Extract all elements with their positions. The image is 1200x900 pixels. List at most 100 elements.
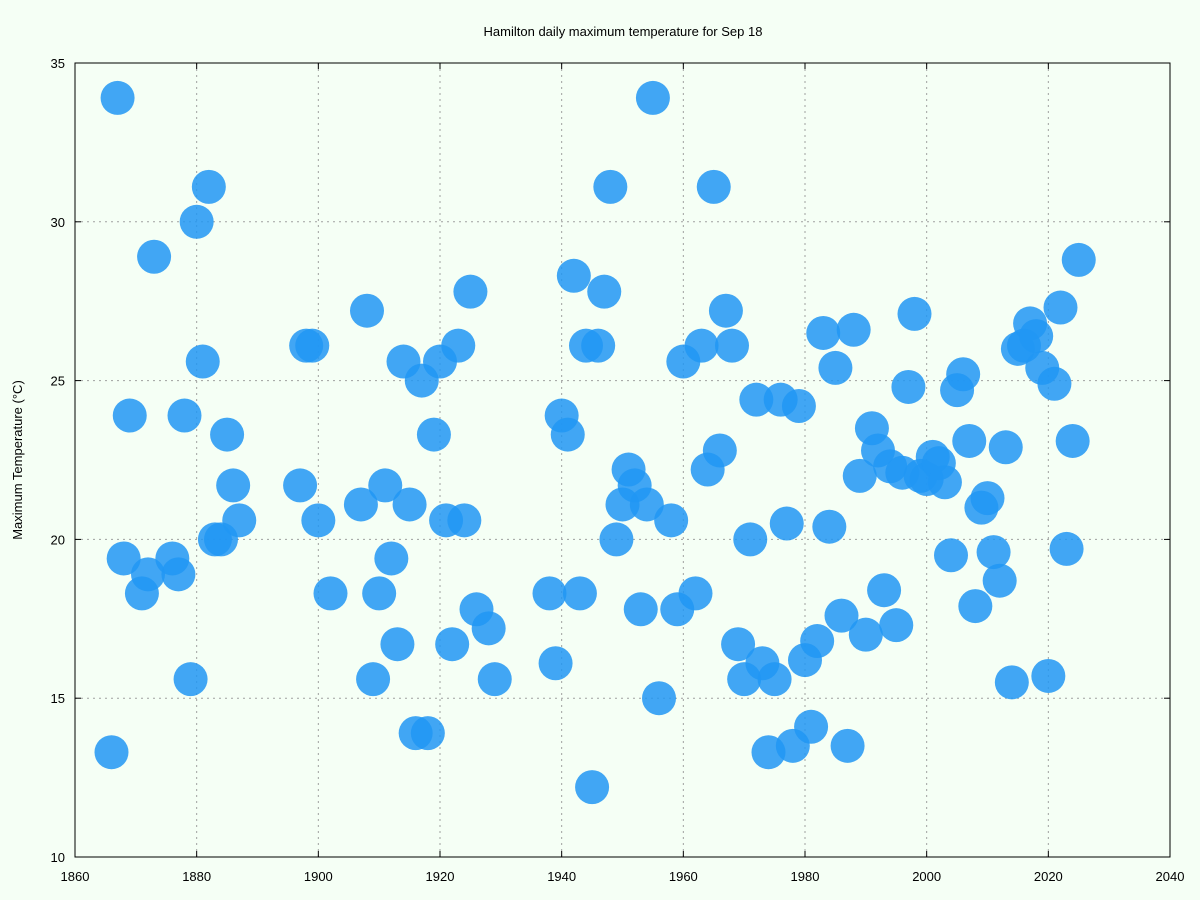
plot-frame bbox=[74, 62, 1171, 858]
data-point bbox=[684, 328, 719, 363]
data-point bbox=[131, 557, 165, 592]
data-point bbox=[629, 487, 664, 522]
data-point bbox=[982, 563, 1017, 598]
data-point bbox=[313, 576, 348, 611]
data-point bbox=[1055, 423, 1090, 458]
data-point bbox=[380, 627, 415, 662]
data-point bbox=[581, 328, 616, 363]
axis-ticks: 1860 1880 1900 1920 1940 1960 1980 2000 2020 2040… bbox=[51, 56, 1185, 884]
data-point bbox=[702, 433, 737, 468]
data-point bbox=[934, 538, 968, 573]
data-point bbox=[739, 382, 774, 417]
data-point bbox=[696, 169, 731, 204]
data-point bbox=[830, 728, 865, 763]
data-point bbox=[222, 503, 257, 538]
data-point bbox=[927, 465, 962, 500]
y-tick-label: 15 bbox=[51, 691, 65, 706]
data-point bbox=[781, 389, 816, 424]
y-axis-title: Maximum Temperature (°C) bbox=[10, 380, 25, 540]
data-point bbox=[471, 611, 506, 646]
data-point bbox=[806, 315, 841, 350]
y-tick-label: 10 bbox=[51, 850, 65, 865]
data-point bbox=[587, 274, 622, 309]
x-tick-label: 1900 bbox=[304, 869, 333, 884]
data-point bbox=[112, 398, 147, 433]
data-point bbox=[453, 274, 488, 309]
data-point bbox=[477, 662, 512, 697]
data-point bbox=[721, 627, 756, 662]
data-point bbox=[295, 328, 330, 363]
data-point bbox=[879, 608, 914, 643]
data-point bbox=[1043, 290, 1078, 325]
data-points bbox=[94, 80, 1096, 805]
grid-lines bbox=[75, 63, 1170, 857]
data-point bbox=[106, 541, 141, 576]
data-point bbox=[867, 573, 902, 608]
data-point bbox=[1031, 658, 1066, 693]
data-point bbox=[410, 716, 445, 751]
data-point bbox=[538, 646, 573, 681]
data-point bbox=[556, 258, 591, 293]
data-point bbox=[173, 662, 208, 697]
x-tick-label: 2040 bbox=[1156, 869, 1185, 884]
x-tick-label: 1880 bbox=[182, 869, 211, 884]
data-point bbox=[818, 350, 853, 385]
data-point bbox=[301, 503, 336, 538]
data-point bbox=[952, 423, 987, 458]
data-point bbox=[842, 458, 877, 493]
data-point bbox=[812, 509, 847, 544]
data-point bbox=[970, 481, 1005, 516]
data-point bbox=[678, 576, 713, 611]
data-point bbox=[599, 522, 634, 557]
x-tick-label: 1980 bbox=[791, 869, 820, 884]
data-point bbox=[167, 398, 202, 433]
data-point bbox=[976, 535, 1011, 570]
data-point bbox=[161, 557, 196, 592]
data-point bbox=[550, 417, 585, 452]
data-point bbox=[794, 709, 829, 744]
data-point bbox=[356, 662, 391, 697]
data-point bbox=[769, 506, 804, 541]
data-point bbox=[623, 592, 658, 627]
data-point bbox=[283, 468, 318, 503]
data-point bbox=[374, 541, 409, 576]
data-point bbox=[824, 598, 859, 633]
x-tick-label: 1960 bbox=[669, 869, 698, 884]
data-point bbox=[210, 417, 245, 452]
data-point bbox=[532, 576, 567, 611]
data-point bbox=[216, 468, 251, 503]
data-point bbox=[994, 665, 1029, 700]
data-point bbox=[100, 80, 135, 115]
y-tick-label: 35 bbox=[51, 56, 65, 71]
data-point bbox=[836, 312, 871, 347]
data-point bbox=[562, 576, 597, 611]
y-tick-label: 20 bbox=[51, 532, 65, 547]
x-tick-label: 1940 bbox=[547, 869, 576, 884]
data-point bbox=[416, 417, 451, 452]
x-tick-label: 1860 bbox=[61, 869, 90, 884]
data-point bbox=[191, 169, 226, 204]
data-point bbox=[343, 487, 378, 522]
data-point bbox=[575, 770, 610, 805]
data-point bbox=[1037, 366, 1072, 401]
x-tick-label: 1920 bbox=[426, 869, 455, 884]
data-point bbox=[1019, 319, 1054, 354]
x-tick-label: 2000 bbox=[912, 869, 941, 884]
data-point bbox=[94, 735, 129, 770]
data-point bbox=[897, 296, 932, 331]
data-point bbox=[800, 624, 835, 659]
data-point bbox=[708, 293, 743, 328]
data-point bbox=[435, 627, 470, 662]
data-point bbox=[179, 204, 214, 239]
data-point bbox=[185, 344, 220, 379]
data-point bbox=[988, 430, 1023, 465]
data-point bbox=[392, 487, 427, 522]
data-point bbox=[733, 522, 768, 557]
data-point bbox=[593, 169, 628, 204]
y-tick-label: 30 bbox=[51, 215, 65, 230]
data-point bbox=[848, 617, 883, 652]
data-point bbox=[137, 239, 172, 274]
data-point bbox=[635, 80, 670, 115]
data-point bbox=[642, 681, 676, 716]
